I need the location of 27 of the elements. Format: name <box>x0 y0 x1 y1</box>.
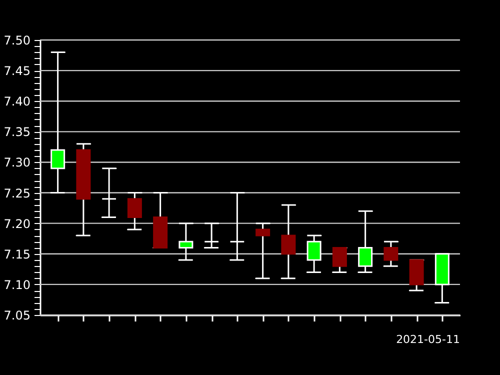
candlestick <box>383 240 399 267</box>
candlestick <box>101 168 117 218</box>
y-tick-label: 7.35 <box>4 125 30 140</box>
y-tick-label: 7.40 <box>4 94 30 109</box>
candlestick <box>358 210 373 273</box>
y-tick-label: 7.25 <box>4 186 30 200</box>
candlestick <box>230 192 245 261</box>
y-tick-label: 7.20 <box>4 216 30 231</box>
y-tick-label: 7.30 <box>4 156 30 170</box>
candlestick <box>332 247 348 273</box>
candlestick <box>76 143 92 236</box>
text: 2021-05-11 <box>396 333 460 346</box>
candlestick <box>152 192 168 249</box>
y-tick-label: 7.15 <box>4 247 30 262</box>
candlestick <box>408 259 424 292</box>
candlestick <box>204 222 220 249</box>
y-tick-label: 7.45 <box>4 64 30 78</box>
candlestick <box>306 234 322 273</box>
candlestick <box>50 51 66 194</box>
y-tick-label: 7.05 <box>4 308 30 322</box>
y-tick-label: 7.10 <box>4 278 30 292</box>
candlestick <box>127 192 142 230</box>
candlestick <box>434 253 450 304</box>
candlestick <box>178 222 194 261</box>
candlestick <box>255 222 270 280</box>
candlestick <box>280 204 296 280</box>
y-tick-label: 7.50 <box>4 34 30 48</box>
